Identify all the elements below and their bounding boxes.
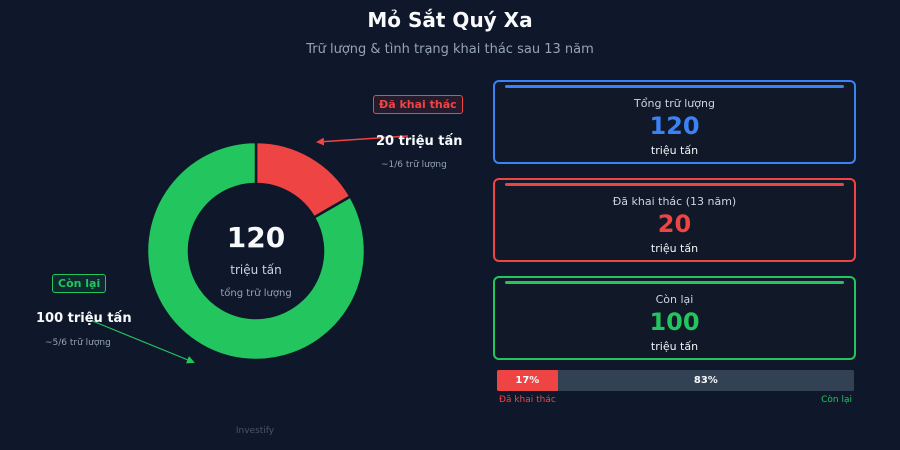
donut-center-unit: triệu tấn	[230, 263, 281, 277]
card-label: Còn lại	[655, 293, 694, 306]
mined-tag: Đã khai thác	[373, 95, 463, 114]
progress-segment-mined: 17%	[497, 370, 558, 391]
source-label: Investify	[235, 426, 275, 436]
card-unit: triệu tấn	[650, 144, 699, 157]
progress-bar: 17% 83%	[497, 370, 854, 391]
card-value: 100	[649, 308, 700, 336]
mined-value: 20 triệu tấn	[376, 134, 463, 149]
progress-segment-remaining: 83%	[557, 370, 854, 391]
mined-note: ~1/6 trữ lượng	[381, 160, 447, 170]
donut-slice-1	[145, 140, 367, 362]
page-subtitle: Trữ lượng & tình trạng khai thác sau 13 …	[306, 42, 594, 57]
card-mined: Đã khai thác (13 năm) 20 triệu tấn	[493, 178, 856, 262]
card-accent-bar	[505, 183, 844, 186]
card-value: 120	[649, 112, 700, 140]
donut-center-caption: tổng trữ lượng	[220, 286, 291, 299]
card-total-reserve: Tổng trữ lượng 120 triệu tấn	[493, 80, 856, 164]
card-unit: triệu tấn	[650, 242, 699, 255]
page-title: Mỏ Sắt Quý Xa	[367, 8, 533, 32]
card-label: Đã khai thác (13 năm)	[612, 195, 737, 208]
card-remaining: Còn lại 100 triệu tấn	[493, 276, 856, 360]
annotation-arrow-remaining	[89, 319, 195, 364]
remaining-note: ~5/6 trữ lượng	[45, 338, 111, 348]
card-accent-bar	[505, 85, 844, 88]
remaining-tag: Còn lại	[52, 274, 107, 293]
progress-label-mined: Đã khai thác	[499, 395, 556, 405]
remaining-value: 100 triệu tấn	[36, 311, 132, 326]
card-accent-bar	[505, 281, 844, 284]
annotation-arrow-mined	[316, 135, 409, 146]
card-label: Tổng trữ lượng	[634, 97, 715, 110]
donut-center-value: 120	[227, 221, 285, 254]
card-value: 20	[657, 210, 692, 238]
progress-label-remaining: Còn lại	[821, 395, 852, 405]
card-unit: triệu tấn	[650, 340, 699, 353]
